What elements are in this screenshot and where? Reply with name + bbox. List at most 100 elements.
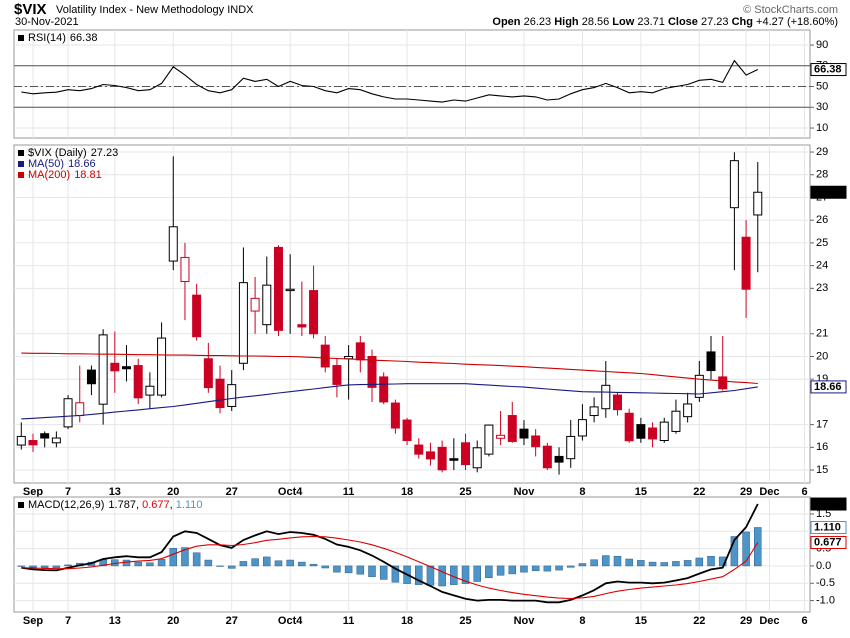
candle-body bbox=[309, 290, 319, 335]
candle-body bbox=[694, 374, 704, 398]
histogram-bar bbox=[29, 565, 37, 568]
x-tick-label: 18 bbox=[401, 486, 413, 498]
legend-value: 66.38 bbox=[70, 32, 98, 44]
x-tick-label: 27 bbox=[226, 615, 238, 627]
histogram-bar bbox=[742, 531, 750, 567]
x-tick-label: 11 bbox=[343, 486, 355, 498]
histogram-bar bbox=[426, 565, 435, 586]
histogram-bar bbox=[286, 559, 294, 567]
candle-body bbox=[496, 434, 506, 439]
histogram-bar bbox=[122, 559, 131, 567]
instrument-name: Volatility Index - New Methodology INDX bbox=[56, 4, 254, 16]
x-tick-label: 6 bbox=[801, 486, 807, 498]
legend-separator: , bbox=[136, 499, 142, 511]
candle-body bbox=[262, 284, 272, 326]
x-tick-label: 20 bbox=[167, 486, 179, 498]
histogram-bar bbox=[321, 565, 329, 569]
histogram-bar bbox=[344, 565, 353, 574]
value-box bbox=[810, 520, 847, 534]
line-series bbox=[21, 535, 759, 600]
source: © StockCharts.com bbox=[743, 4, 838, 16]
candle-body bbox=[577, 419, 587, 437]
legend-marker bbox=[18, 161, 24, 167]
candle-body bbox=[484, 424, 494, 455]
value-box bbox=[810, 185, 847, 199]
candle-body bbox=[367, 355, 377, 388]
candle-body bbox=[659, 421, 669, 442]
histogram-bar bbox=[368, 565, 376, 577]
value-box bbox=[810, 535, 847, 549]
candle-body bbox=[683, 403, 693, 418]
y-tick-label: 21 bbox=[816, 328, 828, 340]
y-tick-label: 90 bbox=[816, 39, 828, 51]
quote-label: Chg bbox=[732, 16, 753, 28]
candle-body bbox=[133, 365, 143, 399]
histogram-bar bbox=[672, 561, 680, 567]
legend-value: 1.110 bbox=[176, 499, 203, 511]
y-tick-label: 16 bbox=[816, 441, 828, 453]
candle-body bbox=[706, 351, 716, 372]
candle-body bbox=[741, 236, 751, 290]
histogram-bar bbox=[251, 558, 259, 567]
legend-value: 1.787 bbox=[108, 499, 136, 511]
histogram-bar bbox=[52, 565, 61, 568]
value-box bbox=[810, 63, 847, 77]
histogram-bar bbox=[496, 565, 505, 576]
quote-label: High bbox=[554, 16, 579, 28]
x-tick-label: Nov bbox=[514, 486, 536, 498]
y-tick-label: 17 bbox=[816, 419, 828, 431]
line-series bbox=[21, 383, 758, 420]
x-tick-label: 8 bbox=[579, 615, 585, 627]
histogram-bar bbox=[707, 555, 715, 567]
x-tick-label: 11 bbox=[343, 615, 355, 627]
legend-label: MA(200) bbox=[28, 169, 70, 181]
histogram-bar bbox=[730, 536, 739, 567]
x-tick-label: 7 bbox=[65, 486, 71, 498]
histogram-bar bbox=[204, 559, 213, 567]
y-tick-label: 30 bbox=[816, 101, 828, 113]
histogram-bar bbox=[485, 565, 493, 578]
histogram-bar bbox=[17, 565, 26, 567]
histogram-bar bbox=[239, 561, 248, 567]
x-tick-label: Dec bbox=[759, 486, 779, 498]
line-series bbox=[21, 59, 759, 103]
histogram-bar bbox=[625, 558, 633, 567]
histogram-bar bbox=[40, 565, 49, 568]
candle-body bbox=[718, 376, 728, 390]
candle-body bbox=[192, 294, 202, 338]
legend-marker bbox=[18, 502, 24, 508]
x-tick-label: 8 bbox=[579, 486, 585, 498]
x-tick-label: 25 bbox=[459, 615, 471, 627]
x-tick-label: 20 bbox=[167, 615, 179, 627]
candle-body bbox=[472, 447, 482, 469]
x-tick-label: 25 bbox=[459, 486, 471, 498]
candle-body bbox=[168, 226, 178, 262]
legend-label: RSI(14) bbox=[28, 32, 66, 44]
histogram-bar bbox=[531, 565, 540, 572]
histogram-bar bbox=[637, 560, 645, 567]
x-tick-label: 15 bbox=[635, 615, 647, 627]
legend-value: 27.23 bbox=[91, 147, 119, 159]
histogram-bar bbox=[356, 565, 365, 575]
value-box bbox=[810, 380, 847, 394]
value-box bbox=[810, 497, 847, 511]
histogram-bar bbox=[555, 565, 563, 571]
candle-body bbox=[180, 256, 190, 283]
candle-body bbox=[145, 385, 155, 396]
histogram-bar bbox=[64, 564, 72, 567]
symbol: $VIX bbox=[14, 1, 47, 18]
y-tick-label: 29 bbox=[816, 146, 828, 158]
legend-label: MA(50) bbox=[28, 158, 64, 170]
histogram-bar bbox=[648, 561, 657, 567]
candle-body bbox=[16, 435, 26, 446]
legend-entry: $VIX (Daily) 27.23 bbox=[28, 147, 118, 159]
y-tick-label: 24 bbox=[816, 260, 828, 272]
histogram-bar bbox=[438, 565, 446, 587]
x-tick-label: 22 bbox=[693, 486, 705, 498]
quote-value: 28.56 bbox=[582, 16, 610, 28]
candle-body bbox=[519, 428, 529, 439]
y-tick-label: -1.0 bbox=[816, 594, 835, 606]
legend-label: $VIX (Daily) bbox=[28, 147, 87, 159]
line-series bbox=[21, 503, 759, 604]
candle-body bbox=[589, 406, 599, 417]
